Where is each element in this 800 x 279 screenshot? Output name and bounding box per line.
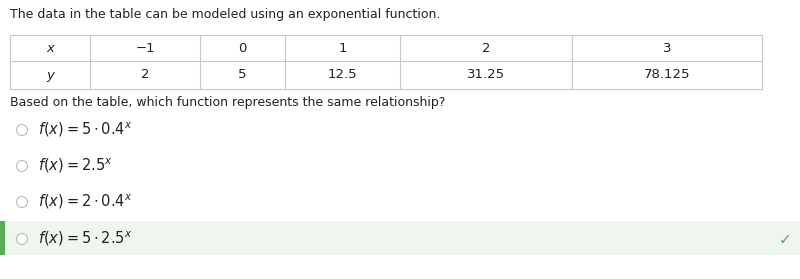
Text: −1: −1: [135, 42, 155, 54]
Text: $\checkmark$: $\checkmark$: [778, 232, 790, 247]
Circle shape: [17, 196, 27, 208]
Text: 5: 5: [238, 69, 246, 81]
Text: 12.5: 12.5: [328, 69, 358, 81]
Text: $f(x) = 5 \cdot 2.5^{x}$: $f(x) = 5 \cdot 2.5^{x}$: [38, 230, 132, 248]
Text: 2: 2: [482, 42, 490, 54]
Text: 2: 2: [141, 69, 150, 81]
Text: 1: 1: [338, 42, 346, 54]
Bar: [0, 221, 5, 255]
Bar: [10, 35, 762, 89]
Text: y: y: [46, 69, 54, 81]
Text: $f(x) = 2 \cdot 0.4^{x}$: $f(x) = 2 \cdot 0.4^{x}$: [38, 193, 132, 211]
Circle shape: [17, 160, 27, 172]
Text: 3: 3: [662, 42, 671, 54]
Text: The data in the table can be modeled using an exponential function.: The data in the table can be modeled usi…: [10, 8, 440, 21]
Circle shape: [17, 124, 27, 136]
Text: Based on the table, which function represents the same relationship?: Based on the table, which function repre…: [10, 96, 446, 109]
Text: $f(x) = 2.5^{x}$: $f(x) = 2.5^{x}$: [38, 157, 113, 175]
Text: 78.125: 78.125: [644, 69, 690, 81]
Bar: [0, 221, 800, 255]
Text: 0: 0: [238, 42, 246, 54]
Circle shape: [17, 234, 27, 244]
Text: x: x: [46, 42, 54, 54]
Text: 31.25: 31.25: [467, 69, 505, 81]
Text: $f(x) = 5 \cdot 0.4^{x}$: $f(x) = 5 \cdot 0.4^{x}$: [38, 121, 132, 139]
